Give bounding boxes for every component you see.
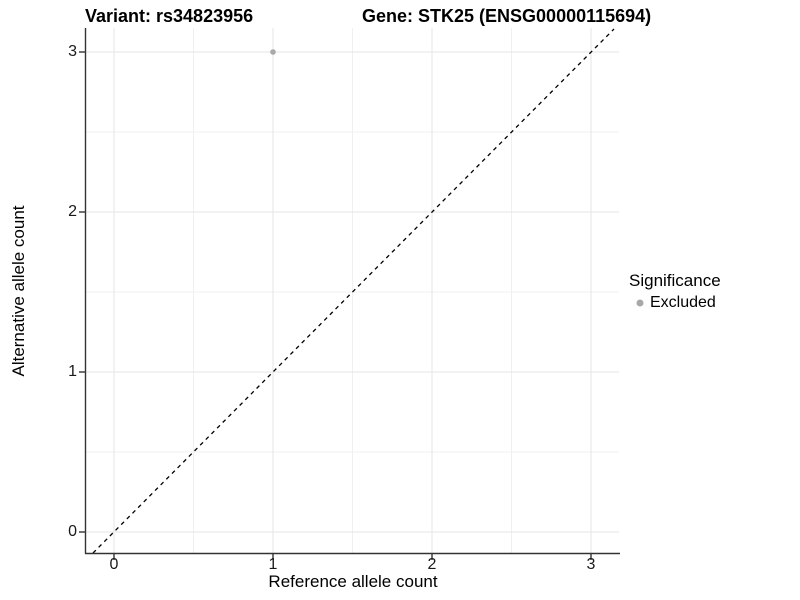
x-tick-label-3: 3 [586,556,596,573]
legend-item-label: Excluded [650,294,716,311]
legend-key-dot-icon [636,299,644,307]
y-tick-label-2: 2 [68,203,77,220]
gridlines-major [86,28,619,553]
data-point-excluded [270,49,276,55]
tick-marks [79,51,592,560]
plot-title-variant: Variant: rs34823956 [85,6,254,26]
x-tick-label-1: 1 [268,556,278,573]
x-tick-label-0: 0 [109,556,119,573]
identity-reference-line [92,28,615,554]
legend-item-excluded: Excluded [629,294,721,312]
legend-title: Significance [629,271,721,290]
x-tick-label-2: 2 [427,556,437,573]
y-tick-label-3: 3 [68,43,77,60]
plot-title-gene: Gene: STK25 (ENSG00000115694) [362,6,652,26]
gridlines-minor [86,28,619,553]
axis-lines [84,28,620,555]
y-tick-label-1: 1 [68,363,77,380]
legend: Significance Excluded [629,271,721,312]
y-tick-label-0: 0 [68,523,77,540]
y-axis-title: Alternative allele count [9,205,28,377]
x-axis-title: Reference allele count [268,572,438,591]
